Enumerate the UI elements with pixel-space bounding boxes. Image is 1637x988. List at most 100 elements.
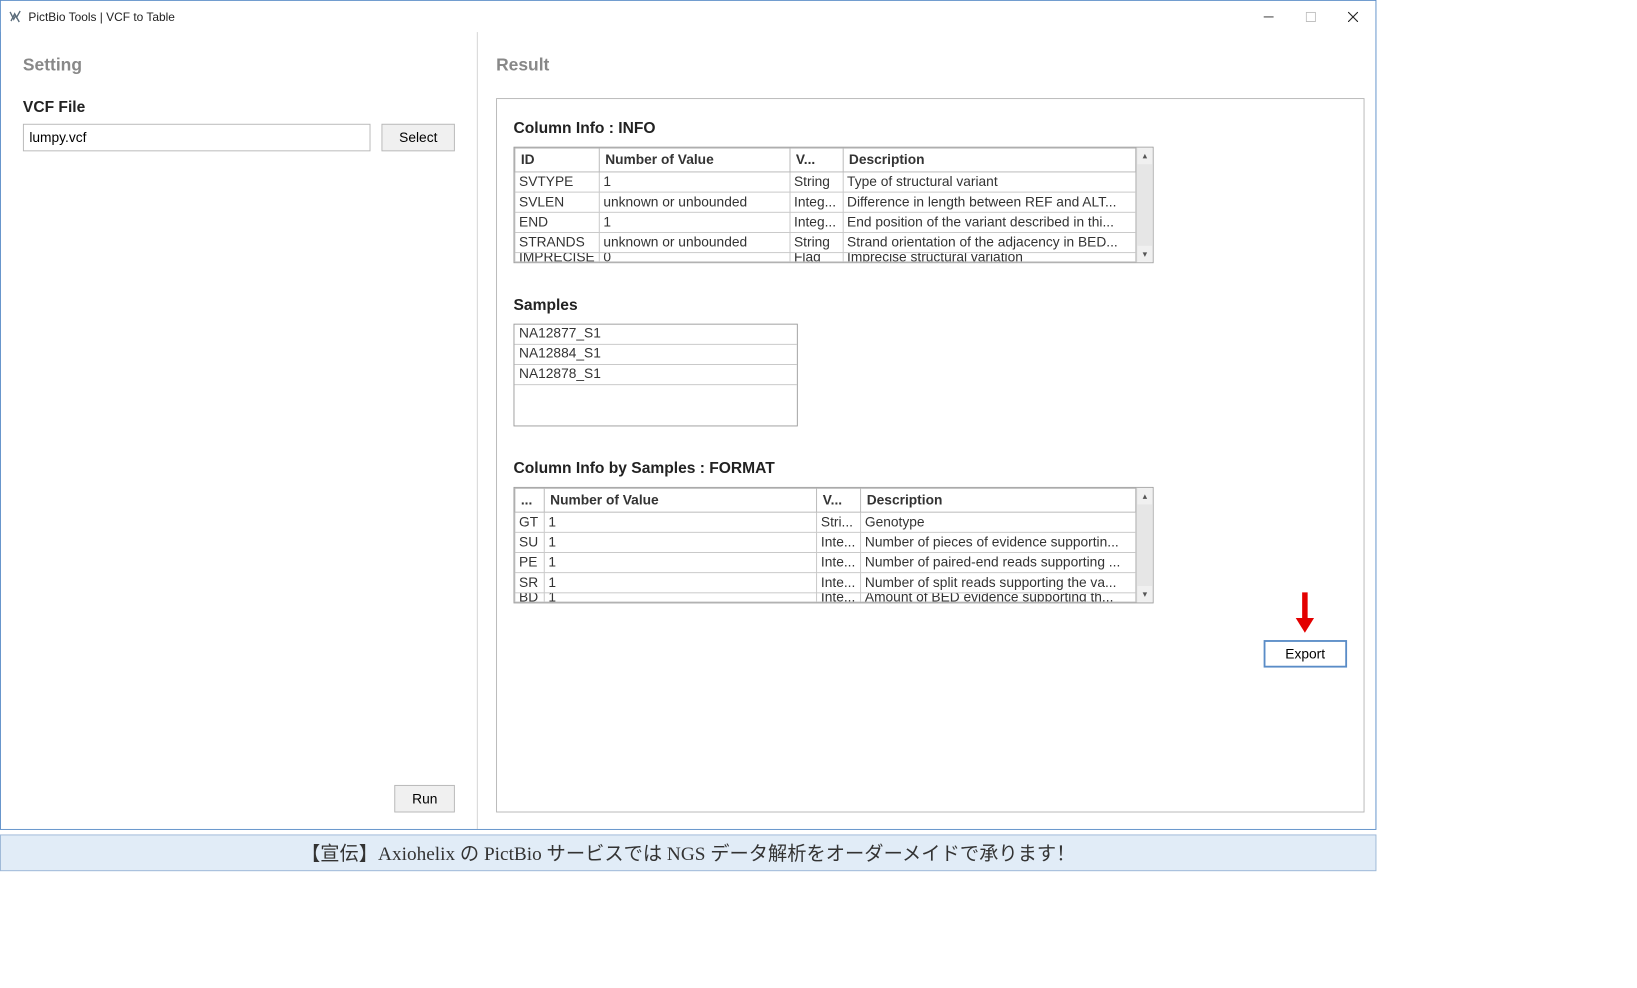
sample-item[interactable]: NA12878_S1 [514, 365, 796, 385]
titlebar: PictBio Tools | VCF to Table [1, 1, 1376, 32]
table-cell: SVLEN [515, 192, 599, 212]
info-table-wrap: IDNumber of ValueV...DescriptionSVTYPE1S… [514, 147, 1154, 263]
samples-list: NA12877_S1NA12884_S1NA12878_S1 [514, 324, 798, 427]
export-button[interactable]: Export [1263, 640, 1347, 668]
settings-panel: Setting VCF File Select Run [1, 32, 478, 829]
maximize-button[interactable] [1289, 1, 1331, 32]
column-header[interactable]: Description [843, 148, 1136, 172]
vcf-file-row: Select [23, 124, 455, 152]
select-file-button[interactable]: Select [382, 124, 455, 152]
table-row[interactable]: SVTYPE1StringType of structural variant [515, 172, 1136, 192]
table-cell: SU [515, 532, 544, 552]
scroll-track[interactable] [1137, 504, 1153, 586]
column-header[interactable]: Number of Value [599, 148, 790, 172]
vcf-file-label: VCF File [23, 98, 455, 116]
result-panel: Result Column Info : INFO IDNumber of Va… [478, 32, 1376, 829]
scroll-down-icon[interactable]: ▾ [1137, 246, 1153, 263]
info-table: IDNumber of ValueV...DescriptionSVTYPE1S… [514, 148, 1136, 263]
table-row[interactable]: IMPRECISE0FlagImprecise structural varia… [515, 253, 1136, 262]
table-row[interactable]: STRANDSunknown or unboundedStringStrand … [515, 232, 1136, 252]
column-header[interactable]: V... [817, 488, 861, 512]
scroll-up-icon[interactable]: ▴ [1137, 148, 1153, 165]
table-cell: Number of split reads supporting the va.… [861, 573, 1136, 593]
table-cell: 1 [544, 593, 817, 602]
table-cell: STRANDS [515, 232, 599, 252]
table-cell: Strand orientation of the adjacency in B… [843, 232, 1136, 252]
table-cell: END [515, 212, 599, 232]
table-cell: End position of the variant described in… [843, 212, 1136, 232]
table-cell: Imprecise structural variation [843, 253, 1136, 262]
table-row[interactable]: GT1Stri...Genotype [515, 512, 1136, 532]
table-row[interactable]: PE1Inte...Number of paired-end reads sup… [515, 552, 1136, 572]
column-info-heading: Column Info : INFO [514, 119, 1348, 137]
table-cell: Integ... [790, 192, 843, 212]
info-table-scrollbar[interactable]: ▴ ▾ [1136, 148, 1153, 263]
settings-heading: Setting [23, 56, 455, 76]
app-icon [8, 9, 23, 24]
table-cell: Flag [790, 253, 843, 262]
content-area: Setting VCF File Select Run Result Colum… [1, 32, 1376, 829]
table-cell: 0 [599, 253, 790, 262]
table-cell: SVTYPE [515, 172, 599, 192]
table-cell: String [790, 232, 843, 252]
run-button[interactable]: Run [395, 785, 455, 813]
table-cell: Inte... [817, 573, 861, 593]
table-cell: Difference in length between REF and ALT… [843, 192, 1136, 212]
table-cell: unknown or unbounded [599, 232, 790, 252]
table-cell: unknown or unbounded [599, 192, 790, 212]
run-row: Run [23, 785, 455, 813]
format-info-heading: Column Info by Samples : FORMAT [514, 459, 1348, 477]
close-button[interactable] [1331, 1, 1373, 32]
table-row[interactable]: SVLENunknown or unboundedInteg...Differe… [515, 192, 1136, 212]
table-cell: 1 [544, 512, 817, 532]
format-table-scrollbar[interactable]: ▴ ▾ [1136, 488, 1153, 603]
table-cell: Amount of BED evidence supporting th... [861, 593, 1136, 602]
vcf-file-input[interactable] [23, 124, 371, 152]
table-cell: Inte... [817, 532, 861, 552]
sample-item[interactable]: NA12884_S1 [514, 345, 796, 365]
table-cell: IMPRECISE [515, 253, 599, 262]
footer-ad-banner: 【宣伝】Axiohelix の PictBio サービスでは NGS データ解析… [0, 834, 1376, 871]
scroll-track[interactable] [1137, 164, 1153, 246]
scroll-up-icon[interactable]: ▴ [1137, 488, 1153, 505]
table-cell: 1 [599, 172, 790, 192]
table-cell: GT [515, 512, 544, 532]
window-title: PictBio Tools | VCF to Table [28, 10, 174, 24]
sample-item[interactable]: NA12877_S1 [514, 325, 796, 345]
format-table: ...Number of ValueV...DescriptionGT1Stri… [514, 488, 1136, 603]
table-cell: Genotype [861, 512, 1136, 532]
red-arrow-annotation [1292, 591, 1318, 635]
result-scroll-area[interactable]: Column Info : INFO IDNumber of ValueV...… [496, 98, 1364, 812]
table-cell: Inte... [817, 552, 861, 572]
column-header[interactable]: ... [515, 488, 544, 512]
table-cell: Number of pieces of evidence supportin..… [861, 532, 1136, 552]
table-cell: 1 [544, 573, 817, 593]
table-cell: 1 [599, 212, 790, 232]
app-window: PictBio Tools | VCF to Table Setting VCF… [0, 0, 1376, 830]
table-row[interactable]: SR1Inte...Number of split reads supporti… [515, 573, 1136, 593]
scroll-down-icon[interactable]: ▾ [1137, 586, 1153, 603]
window-controls [1247, 1, 1374, 32]
table-cell: SR [515, 573, 544, 593]
table-cell: PE [515, 552, 544, 572]
table-row[interactable]: BD1Inte...Amount of BED evidence support… [515, 593, 1136, 602]
sample-item-empty [514, 385, 796, 425]
column-header[interactable]: ID [515, 148, 599, 172]
table-cell: Integ... [790, 212, 843, 232]
table-row[interactable]: END1Integ...End position of the variant … [515, 212, 1136, 232]
samples-heading: Samples [514, 296, 1348, 314]
column-header[interactable]: Description [861, 488, 1136, 512]
table-cell: String [790, 172, 843, 192]
table-row[interactable]: SU1Inte...Number of pieces of evidence s… [515, 532, 1136, 552]
table-cell: 1 [544, 552, 817, 572]
minimize-button[interactable] [1247, 1, 1289, 32]
column-header[interactable]: Number of Value [544, 488, 817, 512]
table-cell: Inte... [817, 593, 861, 602]
table-cell: Number of paired-end reads supporting ..… [861, 552, 1136, 572]
column-header[interactable]: V... [790, 148, 843, 172]
export-row: Export [514, 640, 1348, 668]
format-table-wrap: ...Number of ValueV...DescriptionGT1Stri… [514, 487, 1154, 603]
table-cell: Stri... [817, 512, 861, 532]
table-cell: Type of structural variant [843, 172, 1136, 192]
table-cell: BD [515, 593, 544, 602]
